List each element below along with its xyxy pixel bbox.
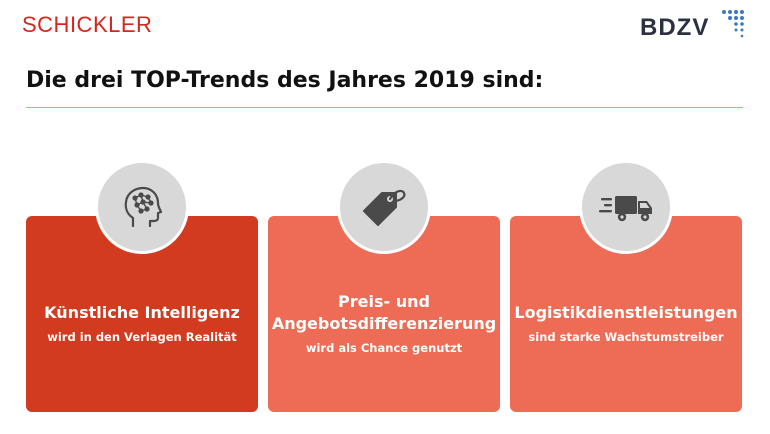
delivery-truck-icon <box>599 196 652 222</box>
card-subtitle: wird als Chance genutzt <box>305 341 463 355</box>
card-subtitle: wird in den Verlagen Realität <box>47 330 237 344</box>
title-divider <box>26 107 743 108</box>
card-title: Künstliche Intelligenz <box>44 302 240 324</box>
card-title: Logistikdienstleistungen <box>514 302 737 324</box>
dot-grid-icon <box>722 10 744 38</box>
card-title-line: Angebotsdifferenzierung <box>271 314 497 333</box>
ki-icon-circle <box>95 160 189 254</box>
card-title: Preis- und Angebotsdifferenzierung <box>272 291 496 335</box>
trend-card-preis: Preis- und Angebotsdifferenzierung wird … <box>268 216 500 412</box>
card-title-line: Künstliche Intelligenz <box>44 303 240 322</box>
bdzv-logo-text: BDZV <box>640 14 710 41</box>
schickler-logo: SCHICKLER <box>22 12 153 37</box>
card-title-line: Logistikdienstleistungen <box>514 303 738 322</box>
logistik-icon-circle <box>579 160 673 254</box>
preis-icon-circle <box>337 160 431 254</box>
brain-head-icon <box>124 186 163 228</box>
bdzv-logo: BDZV <box>628 8 748 42</box>
price-tag-icon <box>363 189 406 226</box>
card-title-line: Preis- und <box>338 292 430 311</box>
page-title: Die drei TOP-Trends des Jahres 2019 sind… <box>26 68 544 93</box>
card-subtitle: sind starke Wachstumstreiber <box>528 330 724 344</box>
